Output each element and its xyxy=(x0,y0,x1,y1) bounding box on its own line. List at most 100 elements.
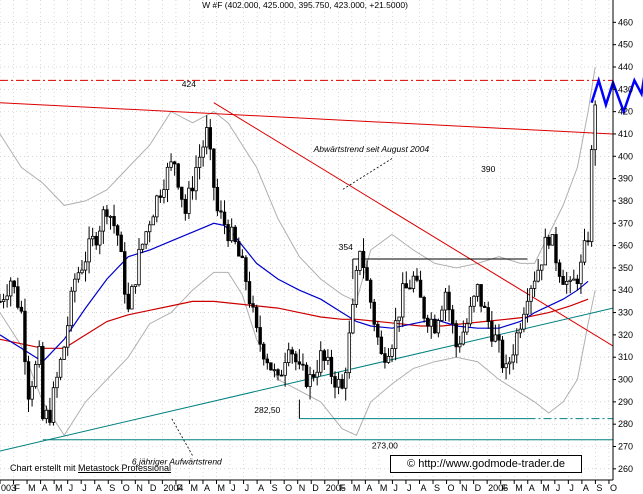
x-tick-label: O xyxy=(448,483,455,493)
price-bar-body xyxy=(575,278,580,285)
y-tick-label: 330 xyxy=(618,308,633,318)
price-bar-body xyxy=(176,163,180,188)
price-bar-body xyxy=(187,187,191,214)
price-bar-body xyxy=(240,255,245,259)
price-bar-body xyxy=(308,374,312,387)
price-bar-body xyxy=(254,306,259,328)
price-bar-body xyxy=(133,284,138,287)
price-bar-body xyxy=(73,278,77,292)
price-bar-body xyxy=(472,295,476,307)
price-bar-body xyxy=(33,364,38,387)
price-bar-body xyxy=(272,369,277,372)
price-bar-body xyxy=(233,226,237,243)
price-bar-body xyxy=(44,409,49,420)
y-tick-label: 370 xyxy=(618,218,633,228)
price-bar-body xyxy=(518,328,523,334)
price-bar-body xyxy=(247,281,252,305)
price-bar-body xyxy=(479,284,483,307)
bollinger-upper xyxy=(0,66,596,303)
x-tick-label: 003 xyxy=(1,483,16,493)
y-tick-label: 310 xyxy=(618,352,633,362)
price-bar-body xyxy=(251,303,255,308)
y-tick-label: 390 xyxy=(618,174,633,184)
x-tick-label: O xyxy=(610,483,617,493)
price-bar-body xyxy=(429,318,433,327)
price-bar-body xyxy=(582,240,587,263)
price-bar-body xyxy=(593,104,597,151)
price-bar-body xyxy=(229,226,234,242)
x-tick-label: O xyxy=(285,483,292,493)
x-tick-label: 2004 xyxy=(163,483,183,493)
y-tick-label: 380 xyxy=(618,196,633,206)
price-bar-body xyxy=(358,250,362,271)
price-bar-body xyxy=(408,287,412,290)
price-bar-body xyxy=(486,307,490,322)
y-tick-label: 280 xyxy=(618,419,633,429)
price-bar-body xyxy=(208,127,212,150)
y-axis: 260 270 280 290 300 310 320 330 340 350 360 370 380 3… xyxy=(612,0,633,480)
price-bar-body xyxy=(515,332,519,356)
price-bar-body xyxy=(58,358,63,378)
price-bar-body xyxy=(547,236,551,246)
x-tick-label: M xyxy=(515,483,523,493)
price-bar-body xyxy=(222,211,227,225)
price-bar-body xyxy=(190,187,195,192)
price-bar-body xyxy=(433,318,437,334)
price-bar-body xyxy=(497,334,501,341)
price-bar-body xyxy=(237,241,241,257)
downtrend-label: Abwärtstrend seit August 2004 xyxy=(313,144,430,154)
price-bar-body xyxy=(55,376,59,389)
x-tick-label: S xyxy=(596,483,602,493)
price-bar-body xyxy=(326,356,330,361)
x-tick-label: F xyxy=(15,483,21,493)
price-bar-body xyxy=(422,296,426,319)
price-bar-body xyxy=(37,345,41,365)
y-tick-label: 350 xyxy=(618,263,633,273)
price-bar-body xyxy=(283,362,287,376)
y-tick-label: 420 xyxy=(618,107,633,117)
price-bar-body xyxy=(386,355,391,363)
x-tick-label: A xyxy=(204,483,210,493)
y-tick-label: 440 xyxy=(618,62,633,72)
price-bar-body xyxy=(108,215,113,218)
price-bar-body xyxy=(322,350,327,361)
price-level-label: 354 xyxy=(339,242,353,252)
price-bar-body xyxy=(507,361,512,365)
y-tick-label: 450 xyxy=(618,40,633,50)
price-bar-body xyxy=(550,234,555,246)
price-bar-body xyxy=(83,261,88,271)
price-bar-body xyxy=(62,346,66,360)
y-tick-label: 430 xyxy=(618,84,633,94)
x-tick-label: S xyxy=(109,483,115,493)
price-bar-body xyxy=(30,386,34,400)
y-tick-label: 260 xyxy=(618,464,633,474)
price-bar-body xyxy=(162,189,166,198)
price-bar-body xyxy=(468,305,473,325)
price-bar-body xyxy=(80,269,84,274)
x-tick-label: M xyxy=(218,483,226,493)
price-bar-body xyxy=(443,291,448,311)
price-bar-body xyxy=(465,323,469,333)
x-tick-label: N xyxy=(461,483,468,493)
price-level-label: 424 xyxy=(182,79,196,89)
price-bar-body xyxy=(158,195,163,198)
price-bar-body xyxy=(361,250,366,269)
y-tick-label: 300 xyxy=(618,375,633,385)
price-bar-body xyxy=(147,224,152,233)
x-tick-label: M xyxy=(380,483,388,493)
price-bar-body xyxy=(336,378,341,388)
url-box[interactable]: © http://www.godmode-trader.de xyxy=(390,455,582,473)
x-tick-label: A xyxy=(366,483,372,493)
x-tick-label: D xyxy=(475,483,482,493)
x-tick-label: A xyxy=(583,483,589,493)
x-tick-label: M xyxy=(55,483,63,493)
x-tick-label: S xyxy=(434,483,440,493)
price-bar-body xyxy=(98,230,102,246)
price-bar-body xyxy=(329,356,334,377)
price-bar-body xyxy=(368,279,373,303)
price-bar-body xyxy=(589,149,594,243)
price-bar-body xyxy=(194,167,198,192)
x-tick-label: D xyxy=(312,483,319,493)
price-bar-body xyxy=(26,361,31,400)
